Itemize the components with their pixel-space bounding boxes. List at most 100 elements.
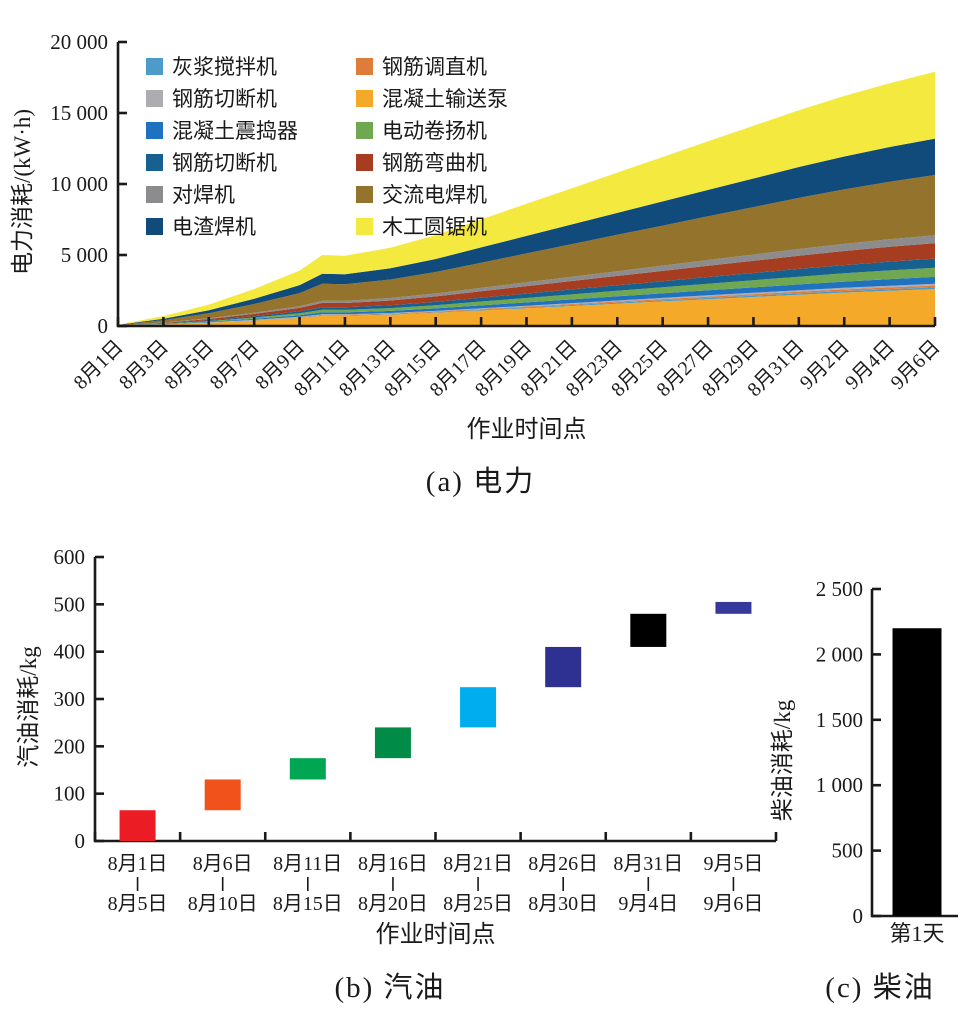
bar-period-start-label: 8月21日 (443, 853, 513, 875)
gasoline-bar-1 (119, 810, 156, 841)
legend-item: 钢筋弯曲机 (356, 146, 508, 178)
legend-item: 钢筋切断机 (146, 146, 314, 178)
bar-period-end-label: 8月10日 (188, 893, 258, 915)
gasoline-bar-8 (715, 601, 752, 614)
x-tick-label-c: 第1天 (889, 921, 944, 946)
legend-swatch-icon (146, 121, 163, 139)
legend-label: 钢筋切断机 (172, 151, 277, 175)
area-series-灰浆搅拌机 (118, 287, 935, 326)
area-series-混凝土震捣器 (118, 276, 935, 326)
legend-label: 混凝土震捣器 (172, 119, 298, 143)
y-tick-label-b: 100 (54, 782, 86, 806)
y-tick-label-b: 600 (54, 545, 86, 569)
area-series-电渣焊机 (118, 138, 935, 326)
legend-item: 电渣焊机 (146, 210, 314, 242)
y-tick-label-b: 400 (54, 640, 86, 664)
bar-period-end-label: 8月15日 (273, 893, 343, 915)
legend-item: 木工圆锯机 (356, 210, 508, 242)
gasoline-bar-3 (289, 758, 326, 780)
legend-label: 木工圆锯机 (382, 215, 487, 239)
y-tick-label-a: 5 000 (61, 243, 108, 267)
legend-swatch-icon (146, 153, 163, 171)
legend-item: 对焊机 (146, 178, 314, 210)
gasoline-bar-chart: 0 100 200 300 400 500 600 8月1日 8月5日 8月6日 8月10日 8月11… (16, 545, 778, 948)
bar-period-end-label: 9月4日 (618, 893, 678, 915)
y-tick-label-c: 500 (832, 839, 864, 863)
legend-swatch-icon (146, 57, 163, 75)
x-tick-label-a: 8月7日 (206, 336, 264, 394)
area-series-木工圆锯机 (118, 71, 935, 325)
bar-period-end-label: 8月5日 (108, 893, 168, 915)
gasoline-bar-7 (630, 613, 667, 647)
legend-item: 混凝土输送泵 (356, 82, 508, 114)
area-series-钢筋切断机2 (118, 258, 935, 326)
legend-item: 电动卷扬机 (356, 114, 508, 146)
bar-period-start-label: 8月6日 (193, 853, 253, 875)
legend-swatch-icon (146, 185, 163, 203)
legend-label: 交流电焊机 (382, 183, 487, 207)
y-tick-label-c: 2 500 (816, 577, 863, 601)
bar-period-end-label: 8月20日 (358, 893, 428, 915)
y-tick-label-a: 10 000 (50, 172, 108, 196)
bar-period-start-label: 9月5日 (703, 853, 763, 875)
caption-a: (a) 电力 (425, 466, 536, 498)
legend-column-2: 钢筋调直机混凝土输送泵电动卷扬机钢筋弯曲机交流电焊机木工圆锯机 (356, 50, 508, 242)
gasoline-bar-5 (460, 687, 497, 728)
legend-label: 对焊机 (172, 183, 235, 207)
area-series-交流电焊机 (118, 175, 935, 326)
legend-swatch-icon (356, 89, 373, 107)
bar-period-start-label: 8月31日 (613, 853, 683, 875)
legend-column-1: 灰浆搅拌机 钢筋切断机 混凝土震捣器 钢筋切断机 对焊机 电渣焊机 (146, 50, 314, 242)
bar-period-end-label: 8月25日 (443, 893, 513, 915)
legend-label: 电渣焊机 (172, 215, 256, 239)
bar-period-start-label: 8月11日 (273, 853, 342, 875)
y-tick-label-c: 0 (853, 904, 864, 928)
caption-b: (b) 汽油 (334, 972, 446, 1004)
legend-swatch-icon (356, 153, 373, 171)
legend-label: 钢筋切断机 (172, 87, 277, 111)
x-tick-label-a: 9月6日 (887, 336, 945, 394)
gasoline-bar-4 (374, 727, 411, 759)
bar-period-start-label: 8月26日 (528, 853, 598, 875)
legend-swatch-icon (356, 57, 373, 75)
y-tick-label-a: 15 000 (50, 101, 108, 125)
legend-item: 交流电焊机 (356, 178, 508, 210)
x-tick-label-a: 8月3日 (115, 336, 173, 394)
legend-swatch-icon (356, 185, 373, 203)
caption-c: (c) 柴油 (825, 972, 935, 1004)
y-tick-label-b: 500 (54, 592, 86, 616)
y-axis-title-a: 电力消耗/(kW·h) (10, 109, 35, 275)
legend-swatch-icon (356, 121, 373, 139)
area-series-钢筋调直机 (118, 285, 935, 326)
x-axis-title-a: 作业时间点 (467, 416, 587, 443)
y-tick-label-c: 2 000 (816, 642, 863, 666)
legend-swatch-icon (356, 217, 373, 235)
legend-item: 灰浆搅拌机 (146, 50, 314, 82)
area-series-钢筋弯曲机 (118, 243, 935, 326)
y-tick-label-b: 200 (54, 734, 86, 758)
gasoline-bar-2 (204, 779, 241, 811)
legend-label: 钢筋弯曲机 (382, 151, 487, 175)
x-tick-label-a: 9月2日 (796, 336, 854, 394)
area-series-混凝土输送泵 (118, 289, 935, 326)
area-series-钢筋切断机 (118, 283, 935, 326)
y-tick-label-c: 1 000 (816, 773, 863, 797)
gasoline-bar-6 (545, 646, 582, 688)
area-series-电动卷扬机 (118, 267, 935, 326)
legend-item: 钢筋调直机 (356, 50, 508, 82)
diesel-bar-chart: 0 500 1 000 1 500 2 000 2 500 第1天 柴油消耗/kg (770, 577, 958, 946)
y-axis-title-c: 柴油消耗/kg (770, 699, 795, 821)
x-tick-label-a: 8月5日 (160, 336, 218, 394)
area-series-对焊机 (118, 235, 935, 326)
legend-label: 混凝土输送泵 (382, 87, 508, 111)
x-axis-title-b: 作业时间点 (376, 921, 496, 948)
y-tick-label-b: 0 (75, 829, 86, 853)
y-axis-title-b: 汽油消耗/kg (16, 646, 41, 768)
bar-period-start-label: 8月16日 (358, 853, 428, 875)
legend-item: 混凝土震捣器 (146, 114, 314, 146)
y-tick-label-b: 300 (54, 687, 86, 711)
y-tick-label-c: 1 500 (816, 708, 863, 732)
legend-swatch-icon (146, 217, 163, 235)
legend-swatch-icon (146, 89, 163, 107)
